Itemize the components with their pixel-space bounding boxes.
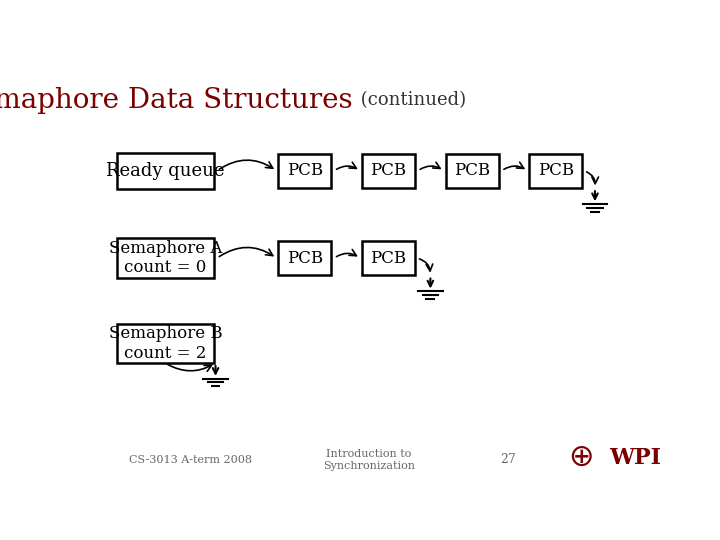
FancyBboxPatch shape bbox=[279, 154, 331, 188]
Text: Semaphore B
count = 2: Semaphore B count = 2 bbox=[109, 325, 222, 362]
Text: Ready queue: Ready queue bbox=[106, 162, 225, 180]
FancyBboxPatch shape bbox=[529, 154, 582, 188]
Text: PCB: PCB bbox=[371, 163, 407, 179]
Text: PCB: PCB bbox=[287, 163, 323, 179]
Text: PCB: PCB bbox=[371, 249, 407, 267]
Text: 27: 27 bbox=[500, 453, 516, 467]
Text: (continued): (continued) bbox=[355, 91, 466, 109]
FancyBboxPatch shape bbox=[362, 154, 415, 188]
FancyBboxPatch shape bbox=[117, 153, 214, 188]
Text: Semaphore A
count = 0: Semaphore A count = 0 bbox=[109, 240, 222, 276]
Text: CS-3013 A-term 2008: CS-3013 A-term 2008 bbox=[129, 455, 252, 465]
Text: PCB: PCB bbox=[454, 163, 490, 179]
Text: Introduction to
Synchronization: Introduction to Synchronization bbox=[323, 449, 415, 470]
Text: PCB: PCB bbox=[538, 163, 574, 179]
FancyBboxPatch shape bbox=[446, 154, 499, 188]
Text: Semaphore Data Structures: Semaphore Data Structures bbox=[0, 86, 352, 113]
Text: PCB: PCB bbox=[287, 249, 323, 267]
Text: WPI: WPI bbox=[609, 447, 661, 469]
FancyBboxPatch shape bbox=[117, 323, 214, 363]
FancyBboxPatch shape bbox=[362, 241, 415, 275]
Text: ⊕: ⊕ bbox=[568, 443, 594, 472]
FancyBboxPatch shape bbox=[117, 238, 214, 278]
FancyBboxPatch shape bbox=[279, 241, 331, 275]
